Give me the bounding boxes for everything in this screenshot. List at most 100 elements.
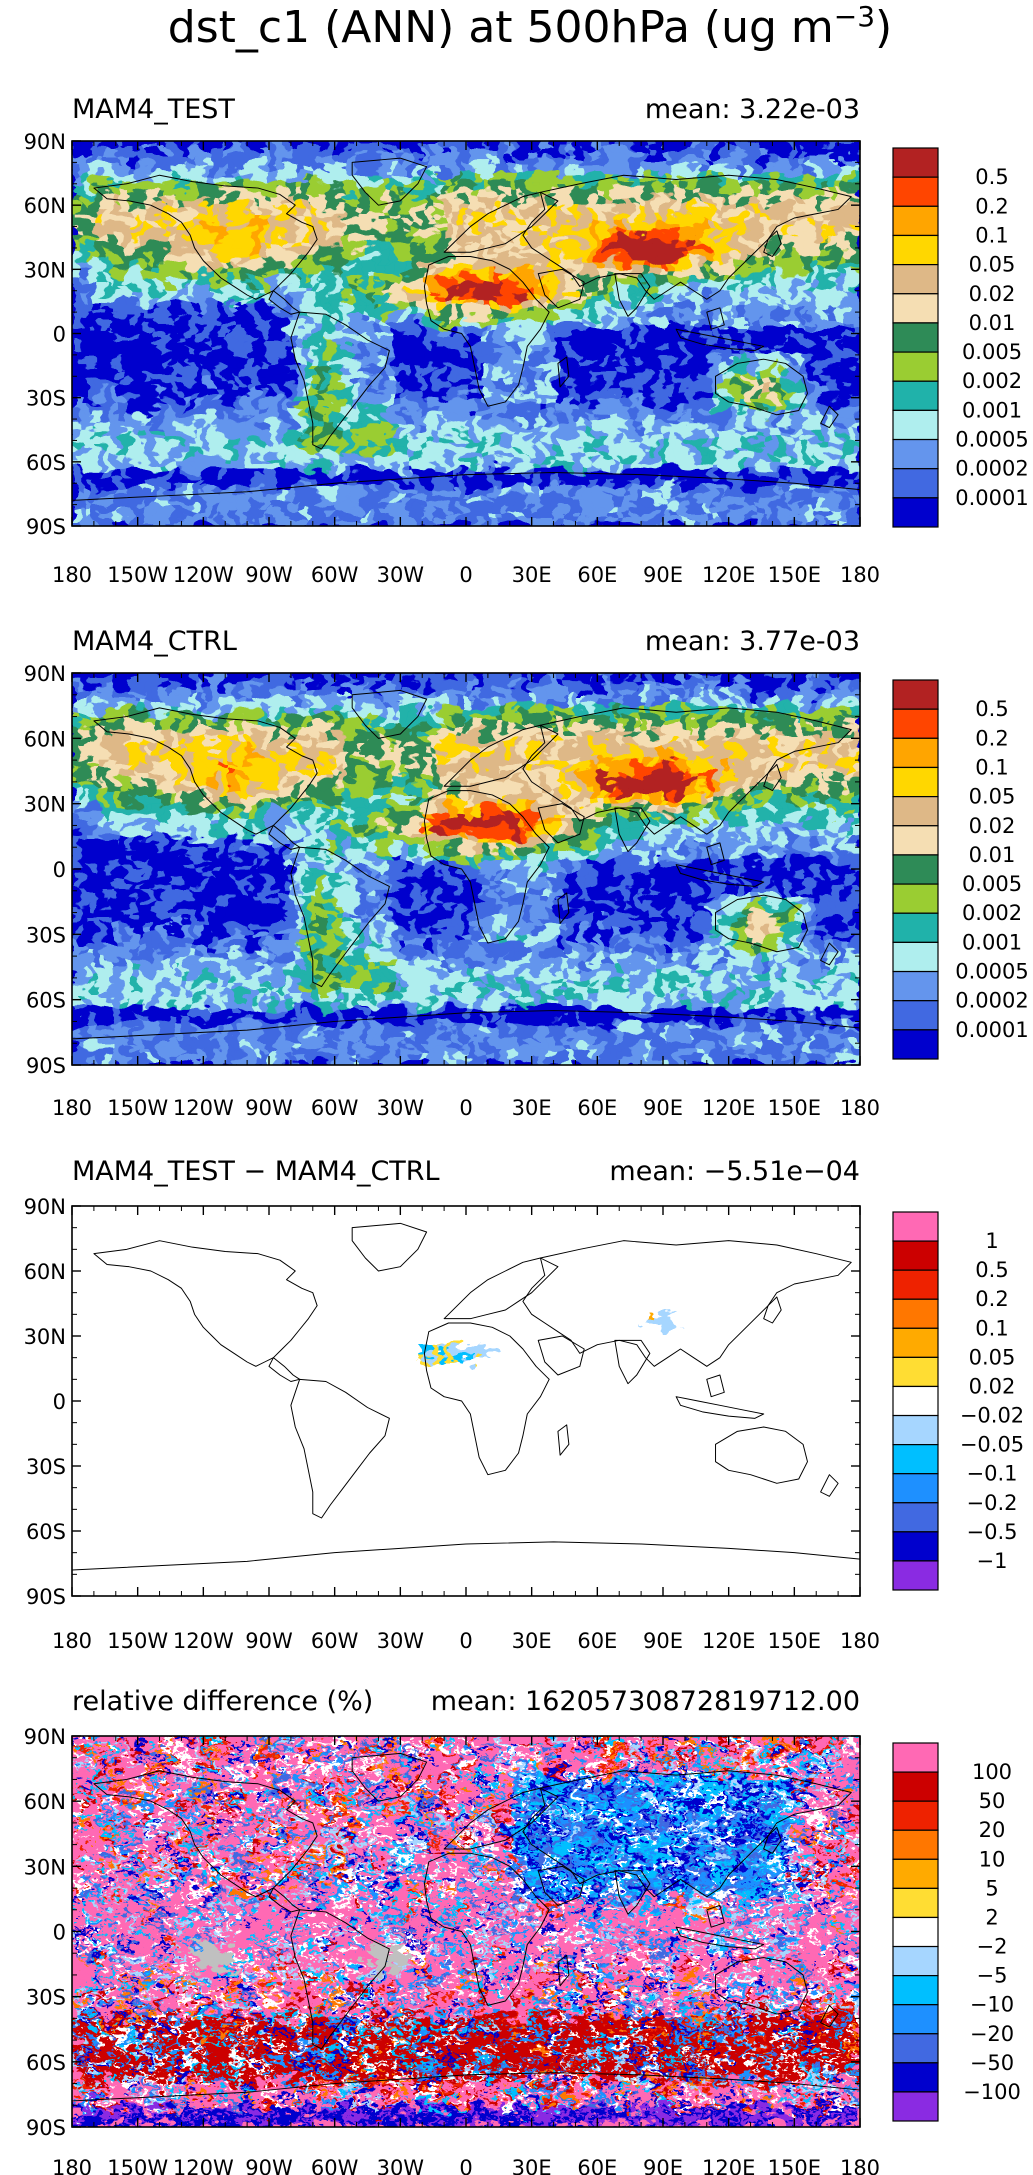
- colorbar-swatch: [892, 766, 939, 798]
- figure-title: dst_c1 (ANN) at 500hPa (ug m−3): [168, 0, 892, 53]
- lon-tick-label: 90E: [643, 2156, 683, 2175]
- lon-tick-label: 60E: [577, 1096, 617, 1120]
- colorbar-label: −0.05: [960, 1433, 1024, 1457]
- lon-tick-label: 30W: [377, 1629, 425, 1653]
- colorbar-label: 0.1: [975, 223, 1008, 247]
- colorbar-label: −0.1: [967, 1462, 1018, 1486]
- colorbar-swatch: [892, 1298, 939, 1329]
- colorbar-label: −0.2: [967, 1491, 1018, 1515]
- map-panel-2: 90N 60N 30N 0 30S 60S 90S 180 150W 120W 90W 60W 30W 0…: [24, 626, 1029, 1120]
- colorbar-label: 10: [979, 1847, 1006, 1871]
- colorbar-label: 0.5: [975, 697, 1008, 721]
- colorbar-label: 100: [972, 1760, 1012, 1784]
- panel-title: relative difference (%): [72, 1686, 373, 1717]
- lat-tick-label: 30N: [24, 1325, 66, 1349]
- lat-tick-label: 60N: [24, 727, 66, 751]
- lat-tick-label: 60S: [26, 1520, 66, 1544]
- lon-tick-label: 90W: [245, 1629, 293, 1653]
- colorbar-label: 2: [985, 1905, 998, 1929]
- lon-tick-label: 180: [840, 1096, 880, 1120]
- colorbar-label: 50: [979, 1789, 1006, 1813]
- colorbar-label: 0.05: [969, 785, 1016, 809]
- lat-tick-label: 60S: [26, 989, 66, 1013]
- lon-tick-label: 30W: [377, 2156, 425, 2175]
- colorbar-swatch: [892, 1473, 939, 1504]
- colorbar-label: 0.001: [962, 398, 1022, 422]
- colorbar-swatch: [892, 409, 939, 441]
- colorbar-label: 0.2: [975, 1287, 1008, 1311]
- colorbar-label: 0.005: [962, 872, 1022, 896]
- lon-tick-label: 150W: [107, 1629, 168, 1653]
- map-panel-4: 90N 60N 30N 0 30S 60S 90S 180 150W 120W 90W 60W 30W 0…: [24, 1686, 1021, 2175]
- panel-mean: mean: 16205730872819712.00: [431, 1686, 860, 1717]
- lat-tick-label: 0: [53, 858, 66, 882]
- colorbar-swatch: [892, 970, 939, 1002]
- colorbar-swatch: [892, 1771, 939, 1802]
- contour-field: [72, 673, 860, 1065]
- colorbar-swatch: [892, 1502, 939, 1533]
- lon-tick-label: 150W: [107, 563, 168, 587]
- lat-tick-label: 30S: [26, 1455, 66, 1479]
- colorbar-label: 0.01: [969, 843, 1016, 867]
- colorbar-swatch: [892, 1356, 939, 1388]
- contour-field: [72, 141, 860, 526]
- colorbar-swatch: [892, 1000, 939, 1031]
- lat-tick-label: 90N: [24, 1725, 66, 1749]
- colorbar-label: 5: [985, 1876, 998, 1900]
- colorbar-swatch: [892, 2062, 939, 2093]
- colorbar-label: 0.02: [969, 814, 1016, 838]
- lon-tick-label: 180: [840, 2156, 880, 2175]
- colorbar-label: 0.02: [969, 1374, 1016, 1398]
- colorbar-swatch: [892, 2004, 939, 2035]
- figure-title-main: dst_c1 (ANN) at 500hPa (ug m: [168, 2, 834, 53]
- lon-tick-label: 150E: [768, 1096, 821, 1120]
- lat-tick-label: 0: [53, 1921, 66, 1945]
- lat-tick-label: 60S: [26, 2051, 66, 2075]
- lon-tick-label: 60E: [577, 1629, 617, 1653]
- colorbar-swatch: [892, 1975, 939, 2006]
- colorbar-swatch: [892, 825, 939, 856]
- colorbar-label: 0.02: [969, 282, 1016, 306]
- colorbar-label: 0.002: [962, 369, 1022, 393]
- lat-tick-label: 0: [53, 323, 66, 347]
- colorbar-swatch: [892, 234, 939, 266]
- colorbar-swatch: [892, 205, 939, 237]
- colorbar-label: −0.5: [967, 1520, 1018, 1544]
- colorbar-swatch: [892, 1945, 939, 1977]
- colorbar-label: 0.002: [962, 901, 1022, 925]
- colorbar-label: 0.05: [969, 1345, 1016, 1369]
- lon-tick-label: 60W: [311, 563, 359, 587]
- colorbar-swatch: [892, 176, 939, 207]
- colorbar-swatch: [892, 351, 939, 382]
- colorbar-swatch: [892, 1887, 939, 1919]
- lon-tick-label: 90E: [643, 1629, 683, 1653]
- colorbar-swatch: [892, 1414, 939, 1446]
- contour-field: [72, 1206, 860, 1596]
- colorbar-label: 0.05: [969, 253, 1016, 277]
- lon-tick-label: 0: [459, 1629, 472, 1653]
- lon-tick-label: 150W: [107, 2156, 168, 2175]
- lon-tick-label: 150E: [768, 1629, 821, 1653]
- colorbar-label: −50: [970, 2051, 1014, 2075]
- colorbar-label: −10: [970, 1993, 1014, 2017]
- colorbar-swatch: [892, 1269, 939, 1300]
- lon-tick-label: 0: [459, 1096, 472, 1120]
- colorbar-swatch: [892, 1742, 939, 1773]
- colorbar-label: −1: [977, 1549, 1008, 1573]
- lon-tick-label: 180: [840, 563, 880, 587]
- contour-field: [72, 1736, 860, 2127]
- colorbar-swatch: [892, 2033, 939, 2064]
- lon-tick-label: 30W: [377, 563, 425, 587]
- colorbar-label: −100: [963, 2080, 1021, 2104]
- lon-tick-label: 120E: [702, 563, 755, 587]
- colorbar-label: −5: [977, 1964, 1008, 1988]
- lon-tick-label: 30W: [377, 1096, 425, 1120]
- lon-tick-label: 120E: [702, 1629, 755, 1653]
- colorbar-label: 0.0001: [955, 1018, 1028, 1042]
- colorbar-swatch: [892, 497, 939, 528]
- lon-tick-label: 180: [52, 2156, 92, 2175]
- lon-tick-label: 180: [840, 1629, 880, 1653]
- lat-tick-label: 30S: [26, 923, 66, 947]
- lon-tick-label: 0: [459, 563, 472, 587]
